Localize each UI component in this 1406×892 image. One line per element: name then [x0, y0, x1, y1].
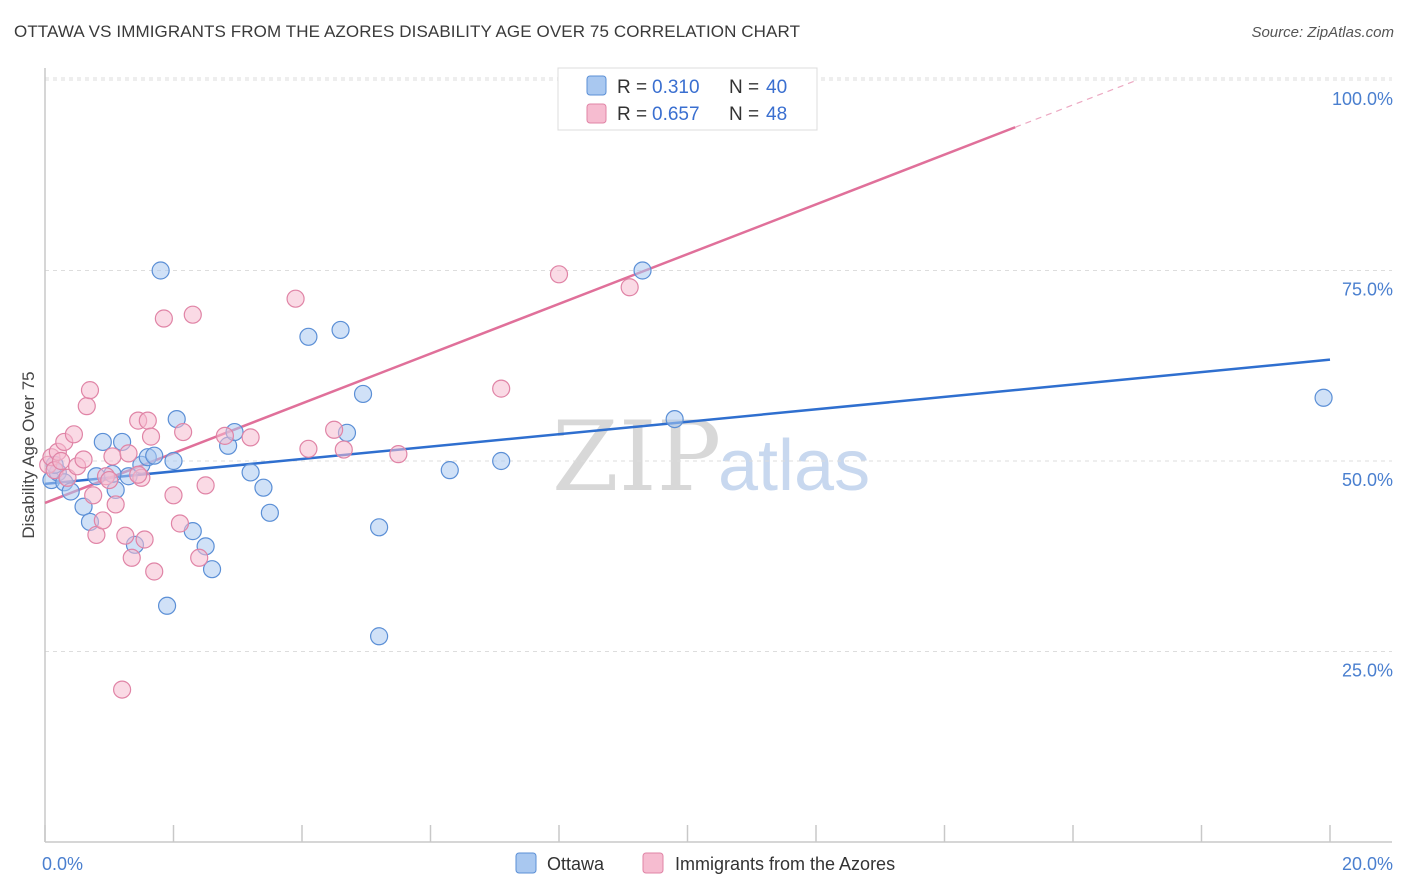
point-series1-18	[106, 495, 125, 514]
point-series1-11	[80, 381, 100, 400]
bottom-legend-swatch-azores	[642, 852, 664, 874]
point-series0-25	[254, 478, 273, 497]
point-series1-31	[170, 514, 190, 533]
legend-r-value-ottawa: 0.310	[652, 77, 700, 98]
legend-n-label-azores: N =	[729, 104, 759, 125]
point-series1-14	[93, 511, 112, 530]
point-series0-33	[440, 461, 459, 480]
point-series1-9	[74, 450, 93, 469]
point-series1-28	[145, 562, 164, 581]
point-series0-26	[260, 503, 279, 522]
point-series0-16	[157, 596, 177, 615]
point-series0-17	[164, 451, 183, 471]
point-series0-21	[202, 560, 222, 579]
legend-n-label-ottawa: N =	[729, 77, 759, 98]
point-series1-22	[122, 548, 141, 567]
series-legend: Ottawa Immigrants from the Azores	[515, 852, 895, 874]
point-series1-20	[116, 526, 135, 545]
point-series1-43	[492, 379, 511, 398]
point-series0-7	[93, 432, 112, 452]
legend-r-label-ottawa: R =	[617, 77, 647, 98]
point-series1-27	[141, 427, 161, 446]
trend-line-0	[44, 358, 1331, 486]
point-series0-30	[353, 384, 373, 404]
point-series1-7	[64, 425, 84, 444]
y-tick-label-25: 25.0%	[1342, 661, 1393, 681]
point-series1-33	[183, 305, 202, 324]
legend-swatch-azores	[586, 103, 607, 124]
bottom-legend-label-azores: Immigrants from the Azores	[675, 854, 895, 874]
point-series1-45	[620, 278, 639, 297]
point-series1-10	[77, 397, 96, 416]
legend-n-value-azores: 48	[766, 104, 787, 125]
point-series1-26	[138, 411, 157, 430]
point-series1-30	[164, 486, 183, 505]
point-series1-25	[135, 530, 154, 549]
point-series0-24	[241, 463, 260, 482]
legend-r-label-azores: R =	[617, 104, 647, 125]
bottom-legend-label-ottawa: Ottawa	[547, 854, 605, 874]
trend-line-1	[44, 126, 1016, 505]
y-tick-label-100: 100.0%	[1332, 89, 1393, 109]
bottom-legend-swatch-ottawa	[515, 852, 537, 874]
correlation-legend: R = 0.310 N = 40 R = 0.657 N = 48	[557, 67, 818, 131]
watermark-atlas: atlas	[718, 426, 870, 506]
point-series1-36	[215, 426, 234, 445]
tick-labels: 25.0% 50.0% 75.0% 100.0% 0.0% 20.0%	[42, 89, 1393, 874]
point-series1-19	[112, 680, 132, 699]
point-series1-41	[334, 440, 353, 459]
x-tick-label-max: 20.0%	[1342, 854, 1393, 874]
point-series0-27	[299, 327, 318, 346]
legend-r-value-azores: 0.657	[652, 104, 700, 125]
source-label: Source: ZipAtlas.com	[1251, 24, 1394, 41]
trend-line-extension-1	[1014, 79, 1138, 128]
point-series1-12	[84, 486, 103, 505]
point-series0-28	[331, 320, 350, 340]
point-series1-4	[51, 451, 71, 471]
point-series0-34	[492, 451, 511, 471]
point-series1-29	[154, 309, 173, 328]
point-series1-44	[549, 265, 569, 284]
y-tick-label-75: 75.0%	[1342, 280, 1393, 300]
point-series1-40	[325, 420, 344, 439]
legend-n-value-ottawa: 40	[766, 77, 787, 98]
point-series0-14	[145, 446, 164, 465]
x-tick-label-min: 0.0%	[42, 854, 83, 874]
point-series0-36	[665, 409, 684, 429]
point-series0-37	[1314, 388, 1333, 407]
chart-title: OTTAWA VS IMMIGRANTS FROM THE AZORES DIS…	[14, 22, 801, 41]
point-series0-35	[633, 261, 652, 280]
point-series1-21	[119, 444, 138, 463]
trend-lines	[44, 79, 1331, 505]
point-series0-15	[151, 261, 170, 280]
point-series1-16	[100, 470, 119, 490]
point-series1-34	[190, 548, 209, 567]
legend-swatch-ottawa	[586, 75, 607, 96]
y-tick-label-50: 50.0%	[1342, 470, 1393, 490]
point-series0-31	[370, 518, 389, 537]
gridlines	[45, 77, 1392, 652]
point-series1-35	[196, 476, 215, 495]
point-series1-38	[286, 289, 305, 308]
point-series1-47	[129, 465, 148, 484]
y-axis-title: Disability Age Over 75	[19, 371, 38, 538]
point-series0-32	[370, 627, 389, 646]
watermark: ZIP atlas	[552, 401, 870, 513]
watermark-zip: ZIP	[552, 401, 721, 513]
data-points	[39, 70, 1333, 699]
point-series1-39	[299, 439, 318, 458]
point-series1-17	[103, 447, 122, 466]
point-series1-32	[174, 422, 193, 442]
point-series1-42	[389, 445, 408, 464]
point-series1-37	[241, 428, 260, 447]
